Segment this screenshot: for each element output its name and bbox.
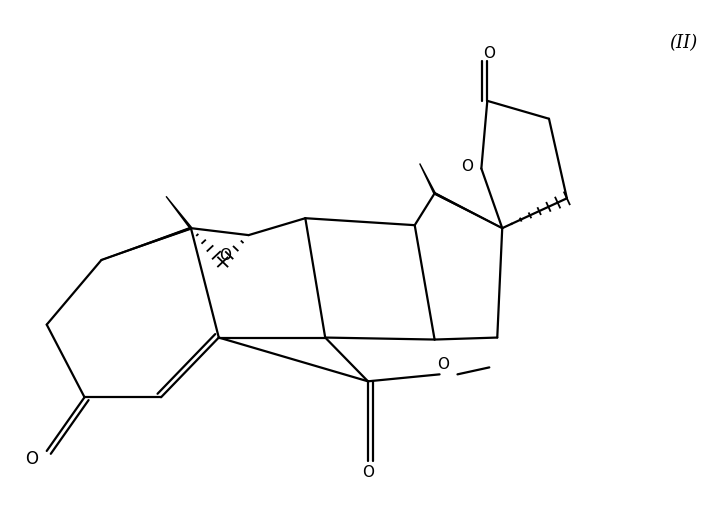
Text: O: O: [484, 46, 495, 60]
Polygon shape: [434, 193, 502, 228]
Text: O: O: [362, 465, 374, 480]
Polygon shape: [420, 163, 435, 194]
Polygon shape: [166, 196, 192, 229]
Text: O: O: [461, 159, 473, 174]
Text: (II): (II): [669, 34, 697, 52]
Text: O: O: [219, 248, 231, 264]
Polygon shape: [101, 227, 191, 260]
Text: O: O: [25, 450, 38, 468]
Text: O: O: [437, 357, 450, 372]
